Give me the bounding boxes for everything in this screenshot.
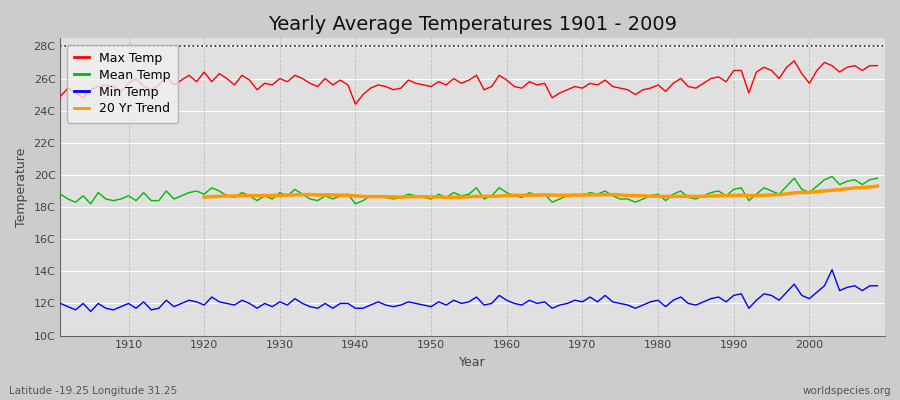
X-axis label: Year: Year bbox=[459, 356, 486, 369]
Text: worldspecies.org: worldspecies.org bbox=[803, 386, 891, 396]
Text: Latitude -19.25 Longitude 31.25: Latitude -19.25 Longitude 31.25 bbox=[9, 386, 177, 396]
Title: Yearly Average Temperatures 1901 - 2009: Yearly Average Temperatures 1901 - 2009 bbox=[268, 15, 677, 34]
Legend: Max Temp, Mean Temp, Min Temp, 20 Yr Trend: Max Temp, Mean Temp, Min Temp, 20 Yr Tre… bbox=[67, 44, 178, 123]
Y-axis label: Temperature: Temperature bbox=[15, 147, 28, 227]
